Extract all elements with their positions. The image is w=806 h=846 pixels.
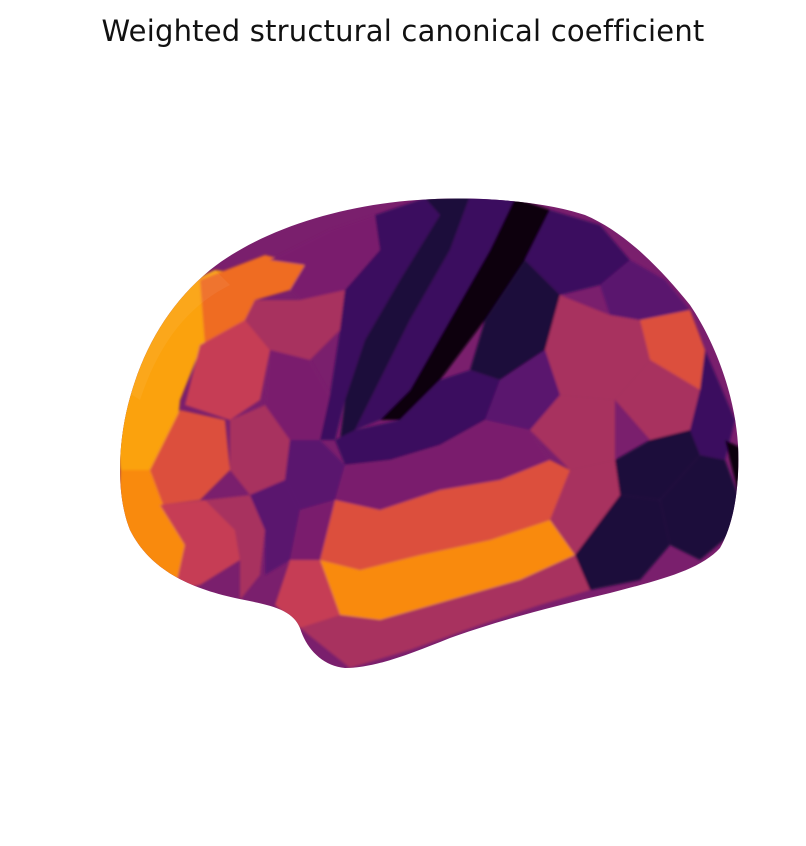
parcel-posterior-superior-temporal [530, 395, 615, 470]
parcel-supramarginal [545, 295, 650, 400]
parcel-transverse-temporal [335, 420, 550, 510]
parcel-middle-temporal-posterior [550, 460, 620, 555]
parcel-precentral-inferior [265, 350, 330, 440]
parcel-postcentral [355, 198, 515, 430]
parcel-postcentral-sulcus [380, 198, 550, 420]
parcel-pars-orbitalis [160, 500, 240, 590]
parcel-middle-frontal [185, 320, 270, 420]
parcel-angular [615, 360, 700, 440]
parcel-parietal-posterior [600, 260, 690, 320]
parcel-pars-triangularis [230, 405, 290, 495]
parcel-frontal-operculum [250, 480, 300, 575]
parcel-pars-opercularis [205, 495, 265, 600]
parcel-middle-temporal [320, 520, 575, 620]
parcel-supramarginal-upper [470, 260, 560, 380]
parcel-inferior-frontal-anterior [150, 410, 230, 505]
parcel-superior-frontal-anterior [200, 255, 305, 345]
parcel-insula-anterior [285, 440, 345, 510]
parcel-occipital-superior [690, 350, 735, 460]
parcel-caudal-middle-frontal [245, 290, 345, 360]
parcel-insula [335, 370, 500, 465]
parcel-superior-temporal [320, 460, 570, 570]
parcel-orbitofrontal [120, 470, 185, 590]
parcel-superior-frontal [270, 215, 380, 300]
parcel-temporal-pole-upper [290, 500, 335, 560]
parcel-occipital-lateral-lower [575, 495, 670, 590]
parcel-temporal-pole [275, 560, 340, 628]
parcel-inferior-temporal [300, 555, 590, 668]
parcel-angular-upper [640, 310, 705, 390]
parcel-supramarginal-lower [485, 350, 560, 430]
figure-title: Weighted structural canonical coefficien… [101, 14, 705, 48]
parcel-central-sulcus [340, 198, 470, 440]
parcel-occipital-lateral-upper [615, 430, 700, 500]
parcel-lateral-occipital [660, 455, 739, 560]
parcel-precentral [320, 198, 440, 440]
brain-parcels [120, 198, 739, 668]
parcel-superior-parietal [525, 210, 630, 295]
